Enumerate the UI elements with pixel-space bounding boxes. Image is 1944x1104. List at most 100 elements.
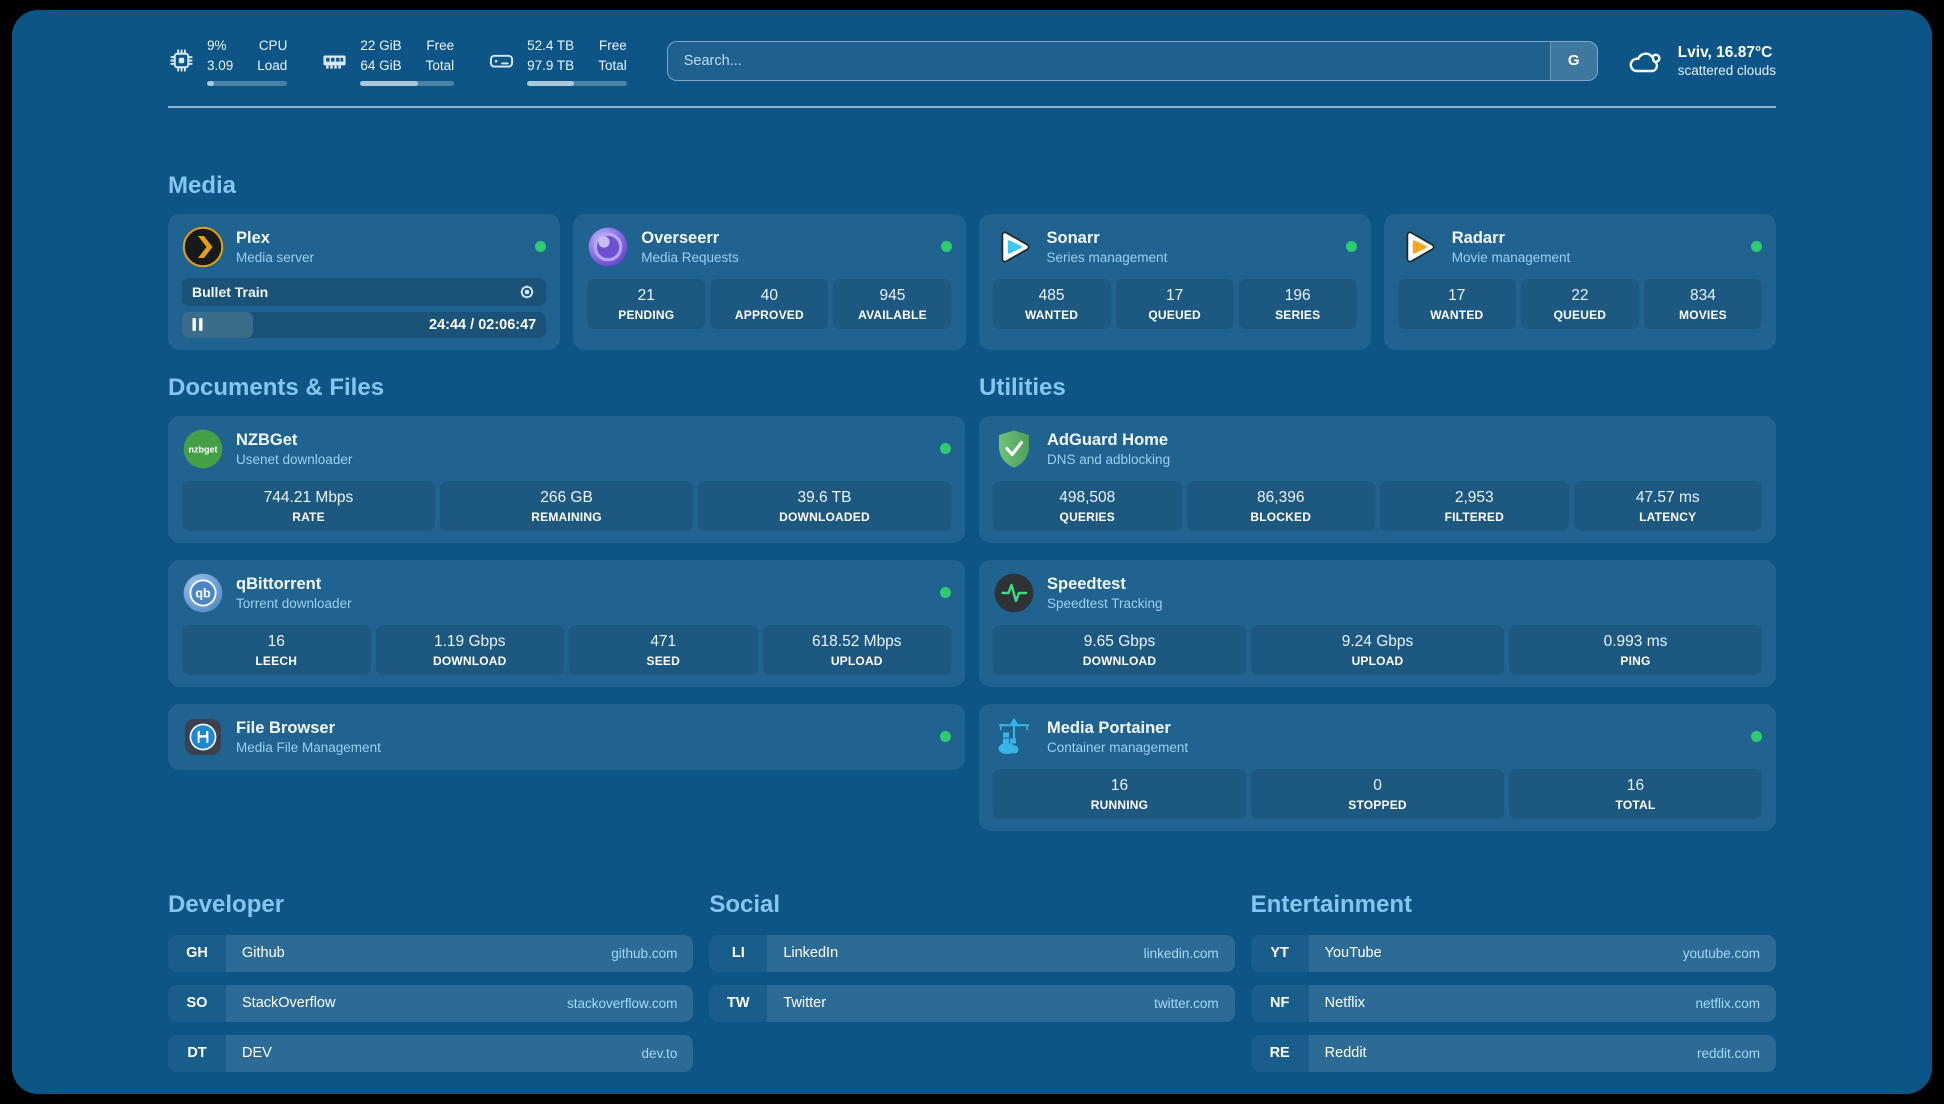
app-card-speedtest[interactable]: Speedtest Speedtest Tracking 9.65 Gbps D… — [979, 559, 1776, 687]
filebrowser-icon — [185, 718, 221, 755]
ram-total-value: 64 GiB — [360, 58, 402, 74]
stat-wanted: 485 WANTED — [992, 278, 1111, 329]
bookmarks-social: Social LI LinkedIn linkedin.com TW Twitt… — [709, 890, 1235, 1085]
app-subtitle: Media Requests — [641, 249, 739, 265]
weather-location: Lviv, 16.87°C — [1677, 43, 1773, 61]
stat-pending: 21 PENDING — [587, 278, 706, 329]
ram-stat: 22 GiB Free 64 GiB Total — [321, 36, 455, 86]
app-subtitle: Media server — [236, 249, 315, 265]
stat-running: 16 RUNNING — [993, 768, 1246, 819]
bookmark-name: Netflix — [1324, 995, 1365, 1011]
app-name: NZBGet — [236, 430, 298, 449]
weather-widget: Lviv, 16.87°C scattered clouds — [1626, 44, 1776, 78]
app-name: Sonarr — [1046, 228, 1100, 247]
cloud-icon — [1629, 52, 1661, 72]
bookmark-url: twitter.com — [1154, 995, 1219, 1011]
search-input[interactable] — [667, 41, 1550, 80]
bookmark-netflix[interactable]: NF Netflix netflix.com — [1250, 984, 1776, 1022]
section-title-utilities: Utilities — [979, 373, 1066, 401]
speedtest-icon — [994, 573, 1034, 612]
stat-total: 16 TOTAL — [1509, 768, 1762, 819]
stat-stopped: 0 STOPPED — [1251, 768, 1504, 819]
disk-stat: 52.4 TB Free 97.9 TB Total — [488, 36, 627, 86]
app-subtitle: Usenet downloader — [236, 451, 353, 467]
bookmark-name: Twitter — [783, 995, 827, 1011]
app-card-adguard[interactable]: AdGuard Home DNS and adblocking 498,508 … — [979, 415, 1776, 543]
section-title-social: Social — [709, 890, 781, 918]
cpu-load-value: 3.09 — [207, 58, 234, 74]
disk-total-label: Total — [598, 58, 627, 74]
stat-leech: 16 LEECH — [182, 624, 371, 675]
app-subtitle: DNS and adblocking — [1047, 451, 1171, 467]
bookmark-name: DEV — [242, 1045, 272, 1061]
system-stats: 9% CPU 3.09 Load — [168, 36, 627, 86]
app-card-sonarr[interactable]: Sonarr Series management 485 WANTED 17 Q… — [978, 213, 1371, 350]
bookmark-url: youtube.com — [1682, 945, 1760, 961]
bookmark-stackoverflow[interactable]: SO StackOverflow stackoverflow.com — [168, 984, 694, 1022]
stat-remaining: 266 GB REMAINING — [440, 480, 693, 531]
stat-downloaded: 39.6 TB DOWNLOADED — [698, 480, 951, 531]
app-card-qbittorrent[interactable]: qb qBittorrent Torrent downloader 16 LEE… — [168, 559, 965, 687]
bookmark-linkedin[interactable]: LI LinkedIn linkedin.com — [709, 934, 1235, 972]
bookmark-dev[interactable]: DT DEV dev.to — [168, 1034, 694, 1072]
sonarr-icon — [1001, 231, 1029, 262]
gear-icon[interactable] — [518, 283, 536, 301]
app-name: Radarr — [1451, 228, 1505, 247]
ram-total-label: Total — [425, 58, 455, 74]
bookmark-url: linkedin.com — [1143, 945, 1219, 961]
header-divider — [168, 105, 1776, 108]
bookmark-reddit[interactable]: RE Reddit reddit.com — [1250, 1034, 1776, 1072]
cpu-usage-label: CPU — [258, 38, 288, 53]
stat-ping: 0.993 ms PING — [1509, 624, 1762, 675]
stat-queued: 17 QUEUED — [1115, 278, 1234, 329]
bookmark-twitter[interactable]: TW Twitter twitter.com — [709, 984, 1235, 1022]
ram-icon — [323, 55, 346, 69]
search-engine-button[interactable]: G — [1549, 41, 1597, 80]
app-card-nzbget[interactable]: nzbget NZBGet Usenet downloader 744.21 M… — [168, 415, 965, 543]
app-name: AdGuard Home — [1047, 430, 1169, 449]
cpu-progress-bar — [207, 80, 288, 86]
app-card-portainer[interactable]: Media Portainer Container management 16 … — [979, 703, 1776, 831]
app-card-overseerr[interactable]: Overseerr Media Requests 21 PENDING 40 A… — [573, 213, 966, 350]
bookmark-abbr: GH — [168, 934, 226, 972]
stat-available: 945 AVAILABLE — [833, 278, 952, 329]
cpu-load-label: Load — [257, 58, 288, 74]
pause-button[interactable] — [192, 318, 203, 331]
bookmark-abbr: RE — [1250, 1034, 1309, 1072]
bookmark-name: Github — [242, 945, 285, 961]
playback-progress-bar[interactable]: 24:44 / 02:06:47 — [182, 311, 547, 338]
stat-blocked: 86,396 BLOCKED — [1186, 480, 1375, 531]
app-card-plex[interactable]: Plex Media server Bullet Train — [168, 213, 561, 350]
section-title-developer: Developer — [168, 890, 285, 918]
app-subtitle: Series management — [1046, 249, 1168, 265]
playback-time: 24:44 / 02:06:47 — [429, 316, 537, 333]
bookmark-youtube[interactable]: YT YouTube youtube.com — [1250, 934, 1776, 972]
status-dot — [940, 731, 951, 742]
bookmarks-entertainment: Entertainment YT YouTube youtube.com NF … — [1250, 891, 1776, 1085]
stat-upload: 618.52 Mbps UPLOAD — [762, 624, 951, 675]
stat-series: 196 SERIES — [1238, 278, 1357, 329]
bookmark-abbr: YT — [1250, 934, 1309, 972]
bookmark-github[interactable]: GH Github github.com — [168, 934, 694, 972]
dashboard-page: 9% CPU 3.09 Load — [12, 10, 1932, 1094]
media-grid: Plex Media server Bullet Train — [168, 213, 1776, 350]
qbittorrent-icon: qb — [183, 573, 223, 612]
bookmark-url: dev.to — [641, 1045, 678, 1061]
section-title-media: Media — [168, 171, 237, 199]
bookmarks-developer: Developer GH Github github.com SO StackO… — [168, 890, 694, 1085]
app-card-filebrowser[interactable]: File Browser Media File Management — [168, 703, 965, 770]
disk-free-label: Free — [598, 38, 627, 53]
app-subtitle: Media File Management — [236, 739, 381, 755]
status-dot — [940, 443, 951, 454]
app-name: qBittorrent — [236, 574, 322, 593]
overseerr-icon — [588, 227, 628, 266]
ram-free-value: 22 GiB — [360, 38, 402, 53]
now-playing-title: Bullet Train — [192, 283, 269, 300]
app-name: Overseerr — [641, 228, 720, 247]
nzbget-icon: nzbget — [183, 429, 223, 468]
status-dot — [1751, 731, 1762, 742]
svg-text:nzbget: nzbget — [189, 444, 218, 454]
app-card-radarr[interactable]: Radarr Movie management 17 WANTED 22 QUE… — [1383, 213, 1776, 350]
stat-queries: 498,508 QUERIES — [993, 480, 1182, 531]
pause-icon — [192, 318, 203, 331]
